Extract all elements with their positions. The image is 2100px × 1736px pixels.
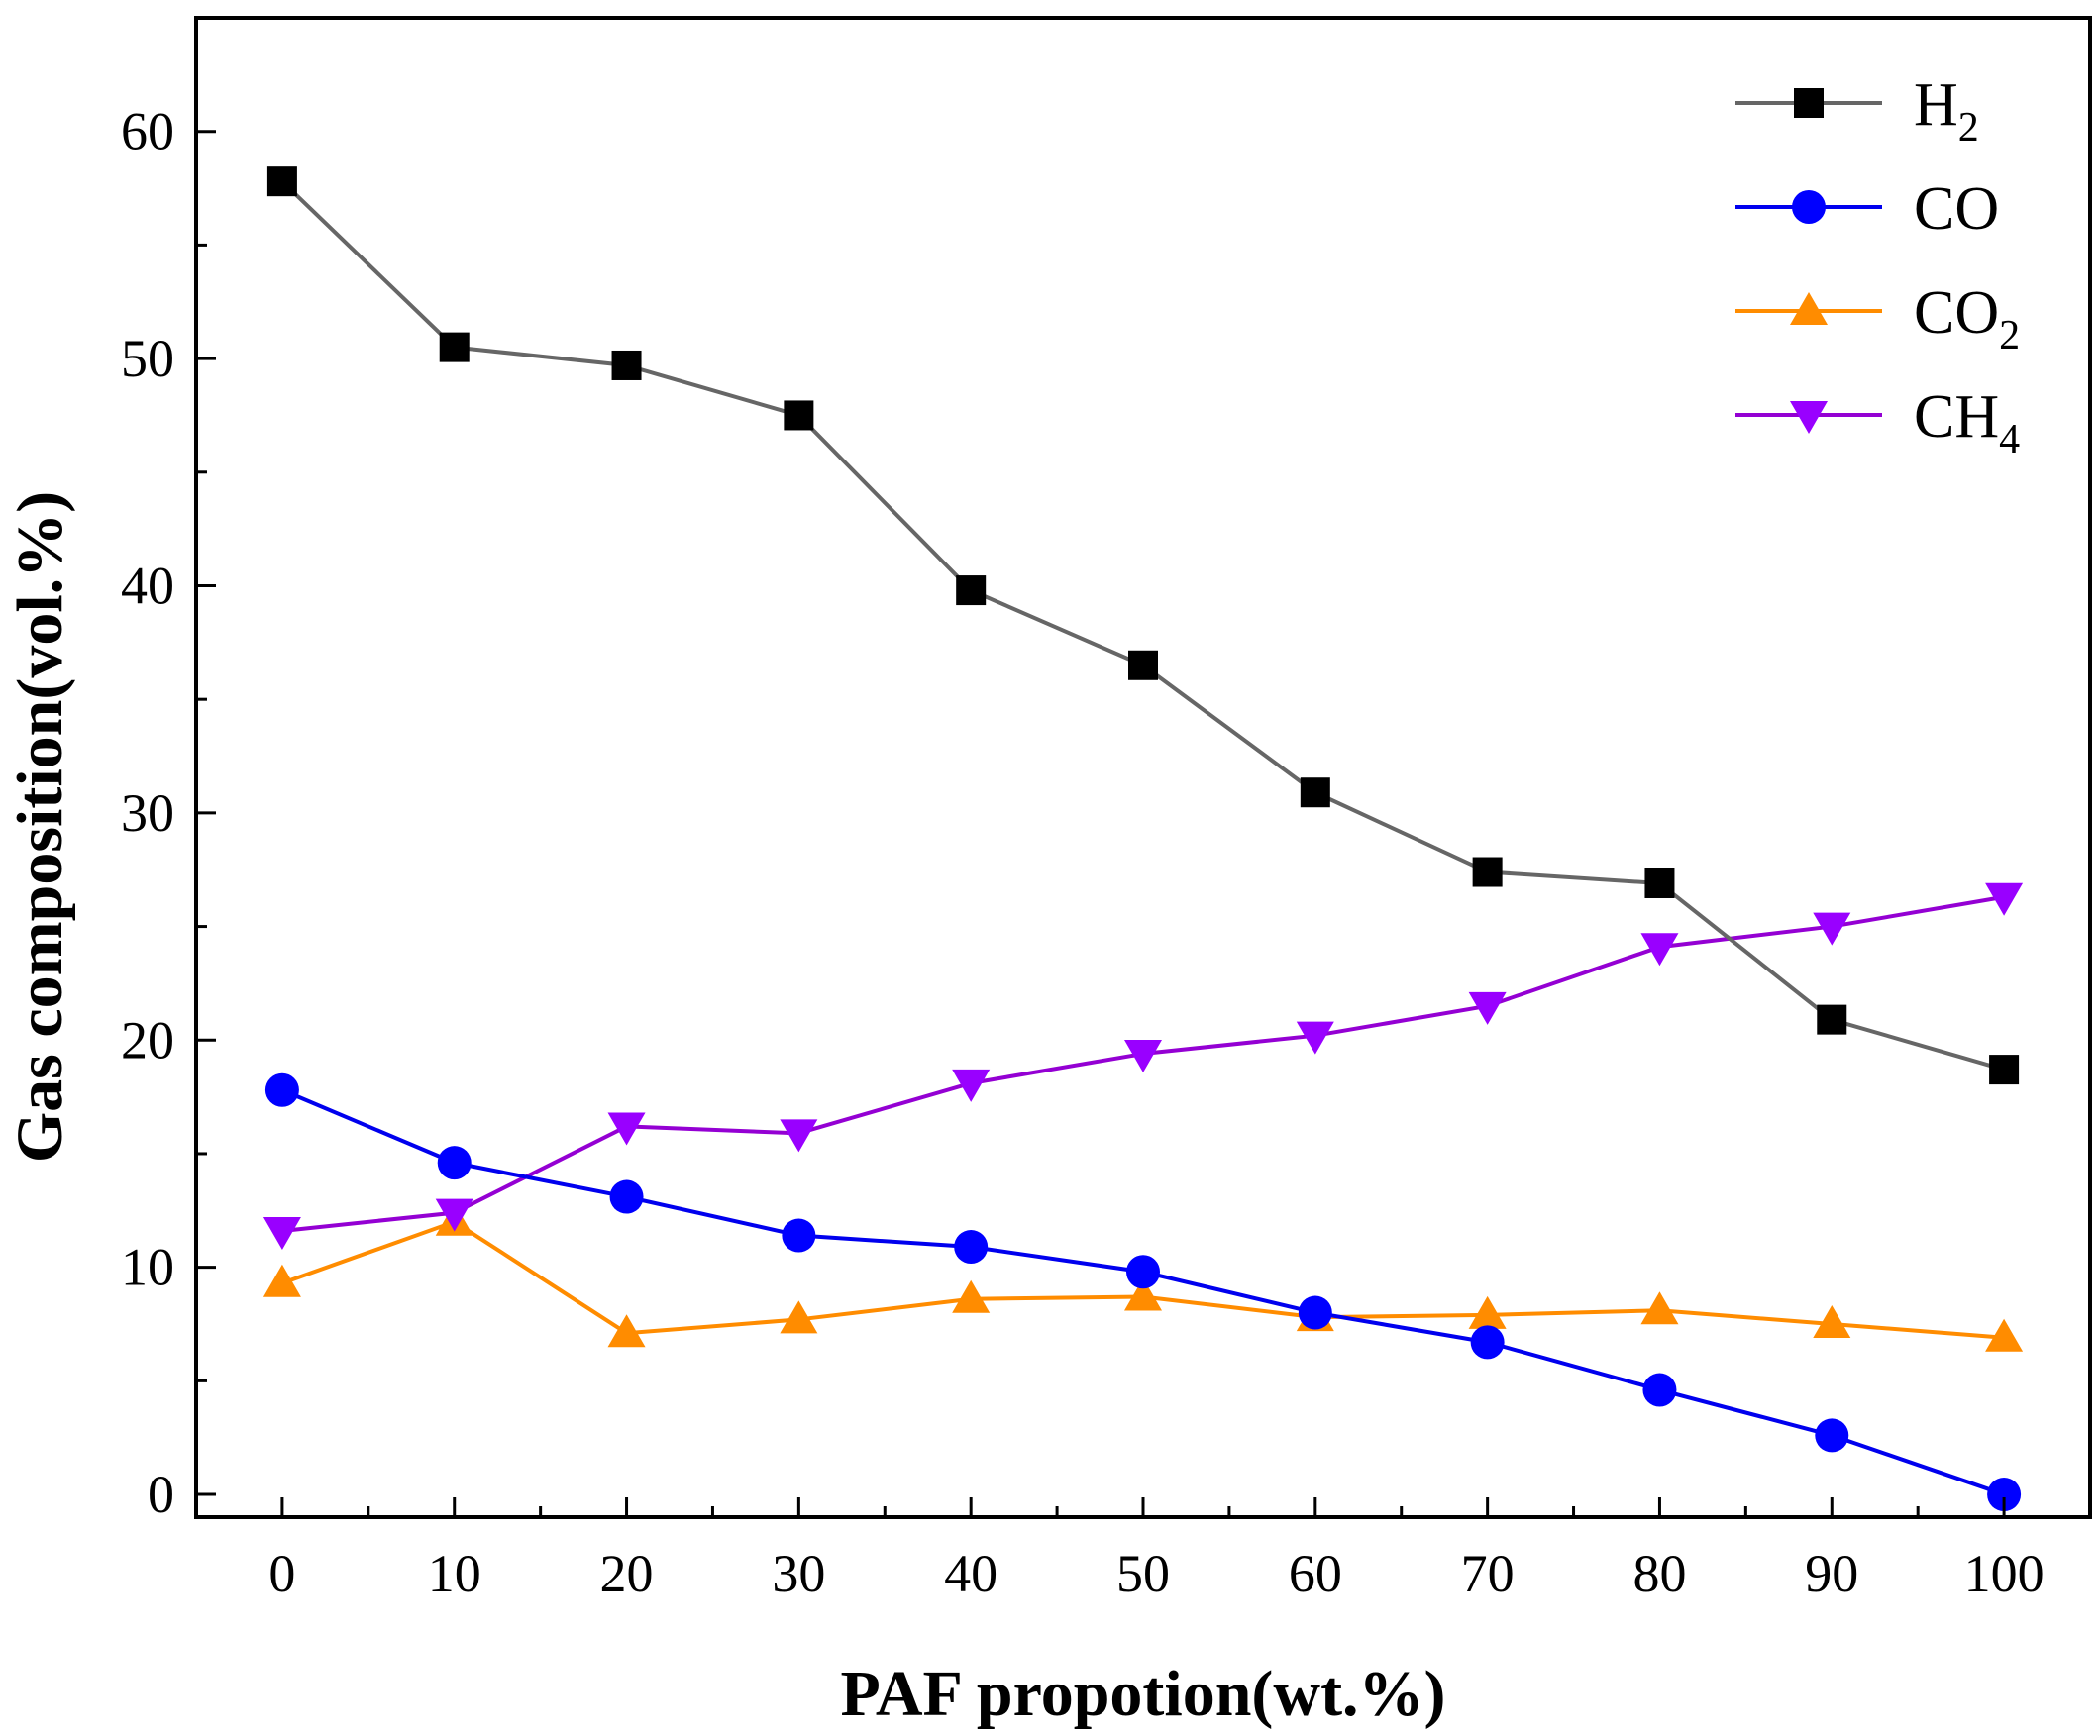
data-point-co2 bbox=[952, 1279, 991, 1313]
data-point-ch4 bbox=[1640, 933, 1679, 967]
data-point-ch4 bbox=[1813, 912, 1851, 946]
data-point-h2 bbox=[439, 332, 470, 362]
x-tick-label: 0 bbox=[268, 1544, 295, 1603]
data-point-h2 bbox=[1989, 1055, 2020, 1085]
x-tick-label: 80 bbox=[1632, 1544, 1686, 1603]
legend-label-h2: H2 bbox=[1914, 71, 1979, 151]
data-point-co bbox=[264, 1072, 299, 1107]
data-point-ch4 bbox=[1296, 1021, 1334, 1055]
legend-marker-co2 bbox=[1790, 292, 1828, 325]
y-tick-label: 20 bbox=[121, 1010, 174, 1070]
data-point-co bbox=[1815, 1418, 1849, 1453]
data-point-co bbox=[1642, 1373, 1677, 1407]
data-point-co bbox=[782, 1218, 816, 1253]
series-h2 bbox=[266, 166, 2020, 1085]
data-point-co2 bbox=[1640, 1291, 1679, 1325]
data-point-h2 bbox=[784, 400, 814, 431]
data-point-ch4 bbox=[1985, 882, 2024, 916]
data-point-co2 bbox=[262, 1264, 301, 1297]
data-point-co bbox=[437, 1146, 472, 1180]
data-point-co2 bbox=[1124, 1277, 1162, 1311]
series-layer bbox=[262, 166, 2024, 1512]
data-point-co bbox=[1126, 1255, 1160, 1289]
data-point-co2 bbox=[1468, 1295, 1507, 1329]
data-point-h2 bbox=[1128, 650, 1158, 680]
data-point-h2 bbox=[611, 350, 642, 380]
data-point-h2 bbox=[1817, 1004, 1847, 1035]
data-point-ch4 bbox=[435, 1198, 473, 1232]
data-point-ch4 bbox=[607, 1112, 646, 1146]
legend: H2 CO CO2 CH4 bbox=[1735, 71, 2020, 462]
series-ch4 bbox=[262, 882, 2024, 1250]
y-tick-label: 50 bbox=[121, 329, 174, 388]
legend-item-h2: H2 bbox=[1735, 71, 1979, 151]
legend-marker-h2 bbox=[1794, 88, 1824, 118]
data-point-h2 bbox=[1300, 777, 1330, 808]
y-tick-label: 60 bbox=[121, 102, 174, 161]
legend-marker-co bbox=[1792, 190, 1826, 224]
data-point-co bbox=[1470, 1325, 1505, 1360]
legend-label-co: CO bbox=[1914, 175, 1999, 243]
series-co bbox=[264, 1072, 2022, 1512]
x-tick-label: 100 bbox=[1964, 1544, 2045, 1603]
y-axis-title: Gas composition(vol.%) bbox=[4, 491, 76, 1163]
x-tick-label: 40 bbox=[944, 1544, 998, 1603]
data-point-ch4 bbox=[1124, 1040, 1162, 1073]
data-point-ch4 bbox=[262, 1216, 301, 1250]
legend-label-co2: CO2 bbox=[1914, 279, 2020, 358]
data-point-co2 bbox=[780, 1300, 818, 1334]
legend-item-co2: CO2 bbox=[1735, 279, 2020, 358]
legend-marker-ch4 bbox=[1790, 401, 1828, 434]
data-point-co bbox=[1298, 1295, 1332, 1330]
x-tick-label: 70 bbox=[1461, 1544, 1515, 1603]
legend-item-ch4: CH4 bbox=[1735, 383, 2020, 462]
y-tick-label: 30 bbox=[121, 783, 174, 843]
x-tick-label: 10 bbox=[428, 1544, 481, 1603]
data-point-co bbox=[609, 1179, 644, 1214]
data-point-co bbox=[954, 1230, 989, 1265]
data-point-co2 bbox=[1813, 1305, 1851, 1339]
y-tick-label: 10 bbox=[121, 1238, 174, 1297]
data-point-h2 bbox=[266, 166, 297, 197]
y-tick-label: 40 bbox=[121, 556, 174, 615]
data-point-co bbox=[1987, 1478, 2022, 1512]
data-point-co2 bbox=[607, 1314, 646, 1348]
x-tick-label: 50 bbox=[1116, 1544, 1170, 1603]
y-tick-label: 0 bbox=[148, 1465, 174, 1524]
data-point-ch4 bbox=[952, 1069, 991, 1102]
data-point-h2 bbox=[1472, 857, 1503, 887]
data-point-ch4 bbox=[780, 1119, 818, 1153]
x-axis-title: PAF propotion(wt.%) bbox=[840, 1658, 1445, 1730]
data-point-h2 bbox=[1644, 868, 1675, 898]
x-tick-label: 90 bbox=[1805, 1544, 1858, 1603]
legend-item-co: CO bbox=[1735, 175, 1999, 243]
legend-label-ch4: CH4 bbox=[1914, 383, 2020, 462]
axis-layer: 0 10 20 30 40 50 60 70 80 90 100 0 10 20 30 40 50 60 bbox=[121, 102, 2045, 1603]
data-point-ch4 bbox=[1468, 991, 1507, 1025]
x-tick-label: 60 bbox=[1289, 1544, 1342, 1603]
x-tick-label: 30 bbox=[772, 1544, 825, 1603]
data-point-h2 bbox=[956, 575, 987, 606]
x-tick-label: 20 bbox=[600, 1544, 654, 1603]
data-point-co2 bbox=[1985, 1318, 2024, 1352]
